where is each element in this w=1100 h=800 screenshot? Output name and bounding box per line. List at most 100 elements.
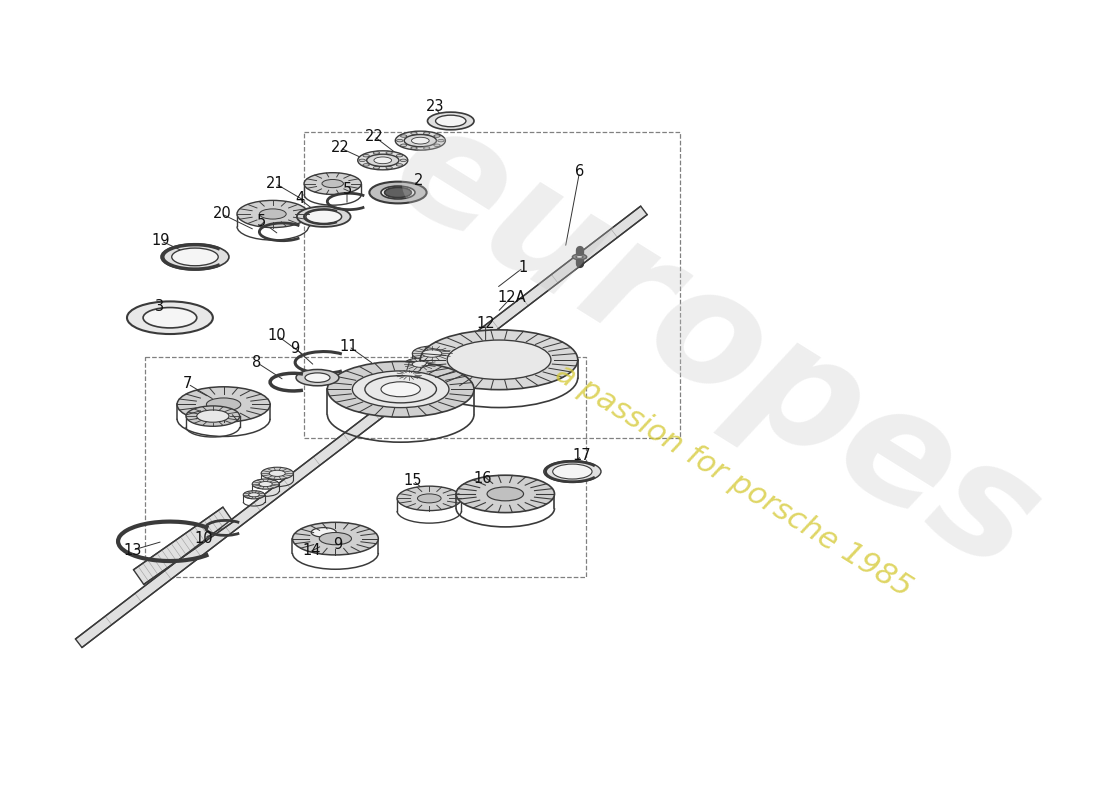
Ellipse shape — [396, 154, 403, 157]
Ellipse shape — [177, 386, 271, 422]
Text: 14: 14 — [302, 542, 320, 558]
Ellipse shape — [404, 358, 437, 370]
Ellipse shape — [261, 467, 294, 479]
Ellipse shape — [386, 166, 393, 169]
Ellipse shape — [428, 112, 474, 130]
Text: 15: 15 — [404, 473, 422, 488]
Ellipse shape — [424, 147, 430, 150]
Ellipse shape — [403, 373, 415, 378]
Ellipse shape — [197, 410, 229, 422]
Text: 2: 2 — [414, 174, 424, 188]
Text: 1: 1 — [518, 260, 528, 275]
Ellipse shape — [363, 154, 370, 157]
Ellipse shape — [448, 340, 551, 379]
Ellipse shape — [385, 187, 411, 198]
Text: 19: 19 — [152, 234, 170, 248]
Ellipse shape — [258, 482, 273, 486]
Ellipse shape — [381, 382, 420, 397]
Ellipse shape — [252, 479, 279, 489]
Text: 11: 11 — [340, 339, 358, 354]
Ellipse shape — [296, 370, 339, 386]
Ellipse shape — [186, 406, 240, 426]
Ellipse shape — [293, 522, 378, 555]
Text: 5: 5 — [342, 182, 352, 198]
Text: 8: 8 — [252, 355, 262, 370]
Text: 6: 6 — [575, 165, 584, 179]
Ellipse shape — [363, 164, 370, 166]
Ellipse shape — [552, 464, 592, 479]
Text: 12A: 12A — [497, 290, 526, 305]
Ellipse shape — [410, 132, 417, 134]
Ellipse shape — [260, 209, 286, 219]
Text: 4: 4 — [295, 191, 305, 206]
Ellipse shape — [374, 157, 392, 164]
Text: 5: 5 — [256, 214, 266, 229]
Text: 20: 20 — [212, 206, 231, 222]
Ellipse shape — [373, 166, 380, 169]
Ellipse shape — [366, 154, 399, 166]
Ellipse shape — [172, 248, 218, 266]
Ellipse shape — [396, 164, 403, 166]
Text: 10: 10 — [268, 328, 287, 343]
Ellipse shape — [397, 139, 403, 142]
Ellipse shape — [126, 302, 213, 334]
Ellipse shape — [395, 131, 446, 150]
Ellipse shape — [420, 330, 578, 390]
Ellipse shape — [365, 376, 437, 403]
Ellipse shape — [297, 206, 351, 227]
Ellipse shape — [207, 398, 241, 411]
Ellipse shape — [400, 144, 407, 146]
Ellipse shape — [370, 182, 427, 203]
Text: 9: 9 — [333, 538, 343, 552]
Ellipse shape — [487, 487, 524, 501]
Text: a passion for porsche 1985: a passion for porsche 1985 — [550, 358, 917, 602]
Ellipse shape — [424, 132, 430, 134]
Ellipse shape — [576, 255, 583, 258]
Ellipse shape — [386, 152, 393, 154]
Text: 7: 7 — [183, 377, 192, 391]
Polygon shape — [76, 206, 647, 647]
Text: 17: 17 — [572, 448, 591, 463]
Ellipse shape — [311, 528, 337, 537]
Ellipse shape — [358, 150, 408, 170]
Ellipse shape — [400, 159, 407, 162]
Ellipse shape — [319, 533, 352, 545]
Ellipse shape — [305, 373, 330, 382]
Ellipse shape — [412, 361, 428, 367]
Ellipse shape — [400, 135, 407, 138]
Ellipse shape — [381, 186, 415, 199]
Text: 13: 13 — [123, 542, 142, 558]
Text: 12: 12 — [476, 317, 495, 331]
Ellipse shape — [352, 371, 449, 408]
Text: 9: 9 — [290, 341, 300, 356]
Text: europes: europes — [365, 87, 1066, 605]
Ellipse shape — [322, 179, 343, 188]
Ellipse shape — [411, 138, 429, 144]
Ellipse shape — [436, 115, 466, 126]
Ellipse shape — [433, 135, 440, 138]
Ellipse shape — [236, 200, 308, 227]
Text: 21: 21 — [266, 176, 285, 191]
Ellipse shape — [304, 173, 361, 194]
Ellipse shape — [438, 139, 444, 142]
Ellipse shape — [397, 486, 462, 510]
Ellipse shape — [143, 307, 197, 328]
Ellipse shape — [373, 152, 380, 154]
Text: 23: 23 — [426, 99, 444, 114]
Ellipse shape — [418, 494, 441, 503]
Text: 10: 10 — [195, 531, 213, 546]
Ellipse shape — [306, 210, 342, 223]
Ellipse shape — [243, 490, 265, 499]
Ellipse shape — [543, 461, 601, 482]
Text: 22: 22 — [330, 140, 349, 155]
Ellipse shape — [422, 350, 442, 358]
Text: 22: 22 — [364, 129, 383, 144]
Ellipse shape — [410, 147, 417, 150]
Ellipse shape — [456, 475, 554, 513]
Ellipse shape — [396, 370, 421, 380]
Ellipse shape — [304, 525, 343, 540]
Ellipse shape — [412, 346, 452, 361]
Ellipse shape — [572, 254, 586, 260]
Ellipse shape — [433, 144, 440, 146]
Text: 3: 3 — [155, 298, 164, 314]
